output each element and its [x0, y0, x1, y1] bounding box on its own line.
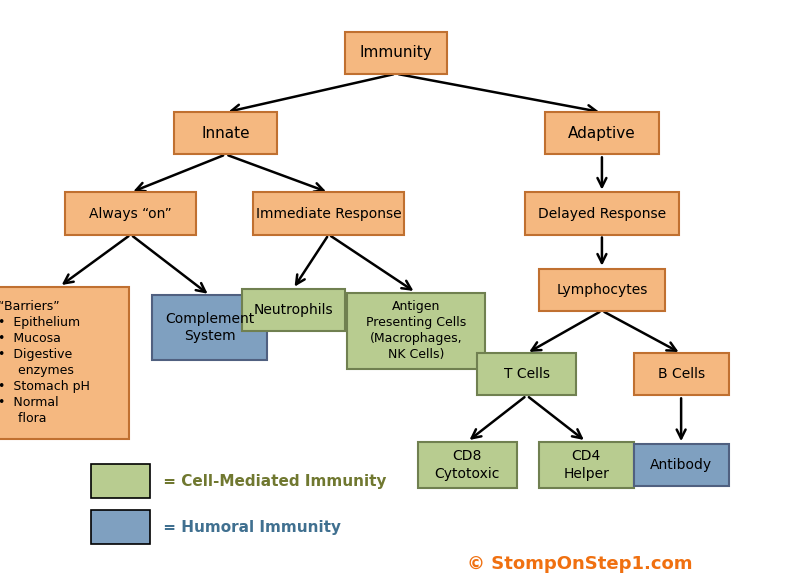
Text: Lymphocytes: Lymphocytes	[556, 283, 648, 297]
FancyBboxPatch shape	[539, 269, 665, 311]
FancyBboxPatch shape	[91, 510, 150, 544]
Text: Antigen
Presenting Cells
(Macrophages,
NK Cells): Antigen Presenting Cells (Macrophages, N…	[366, 300, 466, 361]
FancyBboxPatch shape	[634, 444, 729, 486]
FancyBboxPatch shape	[253, 192, 404, 235]
Text: Neutrophils: Neutrophils	[253, 303, 333, 317]
FancyBboxPatch shape	[0, 287, 128, 439]
FancyBboxPatch shape	[539, 442, 634, 488]
FancyBboxPatch shape	[545, 112, 660, 154]
Text: Delayed Response: Delayed Response	[538, 207, 666, 221]
Text: Immediate Response: Immediate Response	[256, 207, 402, 221]
Text: © StompOnStep1.com: © StompOnStep1.com	[467, 555, 693, 573]
FancyBboxPatch shape	[174, 112, 277, 154]
Text: Immunity: Immunity	[360, 45, 432, 60]
FancyBboxPatch shape	[242, 289, 345, 331]
FancyBboxPatch shape	[66, 192, 196, 235]
Text: = Humoral Immunity: = Humoral Immunity	[158, 519, 341, 535]
Text: Complement
System: Complement System	[166, 312, 254, 343]
Text: CD4
Helper: CD4 Helper	[563, 449, 609, 481]
Text: CD8
Cytotoxic: CD8 Cytotoxic	[435, 449, 500, 481]
FancyBboxPatch shape	[153, 295, 268, 360]
FancyBboxPatch shape	[345, 32, 447, 74]
Text: Innate: Innate	[201, 126, 250, 141]
Text: B Cells: B Cells	[657, 367, 705, 381]
Text: Antibody: Antibody	[650, 458, 712, 472]
Text: Always “on”: Always “on”	[89, 207, 172, 221]
FancyBboxPatch shape	[524, 192, 680, 235]
FancyBboxPatch shape	[477, 353, 577, 395]
FancyBboxPatch shape	[634, 353, 729, 395]
Text: Adaptive: Adaptive	[568, 126, 636, 141]
Text: T Cells: T Cells	[504, 367, 550, 381]
FancyBboxPatch shape	[418, 442, 516, 488]
Text: = Cell-Mediated Immunity: = Cell-Mediated Immunity	[158, 474, 387, 489]
FancyBboxPatch shape	[91, 464, 150, 498]
Text: “Barriers”
•  Epithelium
•  Mucosa
•  Digestive
     enzymes
•  Stomach pH
•  No: “Barriers” • Epithelium • Mucosa • Diges…	[0, 300, 90, 425]
FancyBboxPatch shape	[347, 292, 485, 369]
